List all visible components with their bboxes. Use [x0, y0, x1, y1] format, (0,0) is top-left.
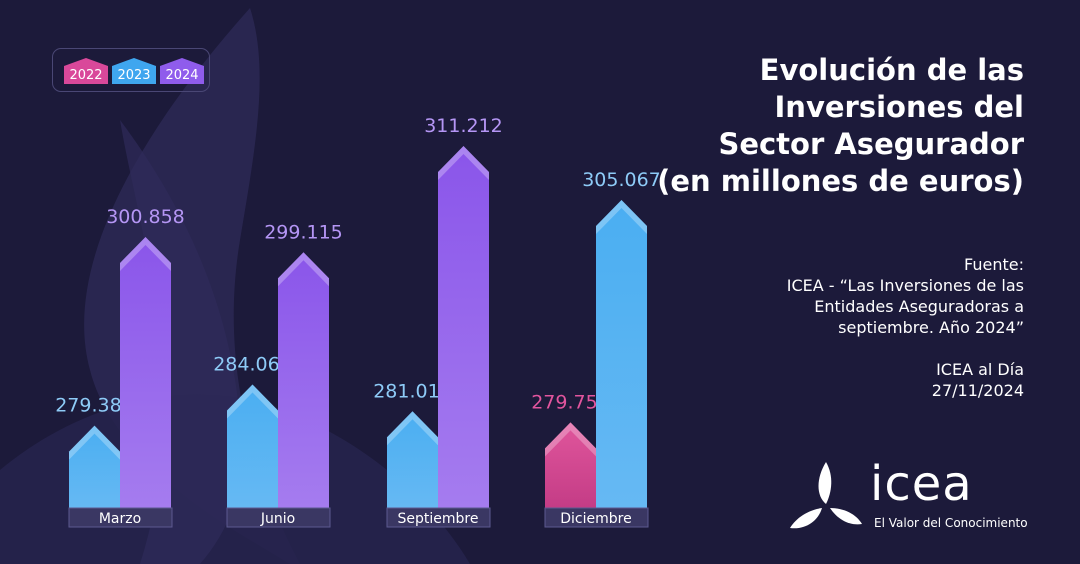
bar-highlight [227, 384, 278, 419]
bar-septiembre-2024 [438, 146, 489, 508]
bar-highlight [596, 200, 647, 234]
category-label-bg [386, 507, 491, 528]
bar-septiembre-2023 [387, 411, 438, 508]
bar-highlight [120, 236, 171, 271]
source-label: Fuente: [964, 255, 1024, 274]
legend-swatch-2023 [112, 58, 156, 84]
source-line: ICEA - “Las Inversiones de las [786, 276, 1024, 295]
icea-logo-icon [790, 462, 862, 529]
category-label-diciembre: Diciembre [560, 511, 631, 527]
source-line: Entidades Aseguradoras a [814, 297, 1024, 316]
source-note: Fuente: ICEA - “Las Inversiones de las E… [604, 254, 1024, 401]
legend-swatch-2024 [160, 58, 204, 84]
title-line: (en millones de euros) [657, 164, 1024, 198]
category-label-septiembre: Septiembre [398, 511, 479, 527]
publication-name: ICEA al Día [936, 360, 1024, 379]
bar-highlight [438, 146, 489, 181]
bar-diciembre-2022 [545, 422, 596, 508]
bar-marzo-2023 [69, 425, 120, 508]
legend-label-2024: 2024 [165, 68, 198, 83]
category-label-bg [226, 507, 331, 528]
bar-highlight [387, 411, 438, 446]
title-line: Inversiones del [774, 90, 1024, 124]
source-line: septiembre. Año 2024” [838, 318, 1024, 337]
bar-marzo-2024 [120, 236, 171, 508]
bar-junio-2024 [278, 252, 329, 508]
logo-wordmark: icea [870, 456, 973, 512]
bar-junio-2023 [227, 384, 278, 508]
data-label-septiembre-2024: 311.212 [424, 115, 503, 137]
bar-highlight [545, 422, 596, 457]
bar-highlight [278, 252, 329, 287]
title-line: Evolución de las [759, 53, 1024, 87]
publication-date: 27/11/2024 [931, 381, 1024, 400]
category-label-junio: Junio [260, 511, 295, 527]
icea-logo: icea El Valor del Conocimiento [786, 458, 1036, 534]
data-label-septiembre-2023: 281.015 [373, 380, 452, 402]
background-shape [120, 120, 243, 564]
category-label-bg [544, 507, 649, 528]
category-label-marzo: Marzo [99, 511, 141, 527]
title-line: Sector Asegurador [718, 127, 1024, 161]
legend-label-2023: 2023 [117, 68, 150, 83]
logo-tagline: El Valor del Conocimiento [874, 516, 1028, 530]
data-label-marzo-2024: 300.858 [106, 206, 185, 228]
legend-label-2022: 2022 [69, 68, 102, 83]
data-label-diciembre-2022: 279.750 [531, 391, 610, 413]
category-label-bg [68, 507, 173, 528]
bar-highlight [69, 425, 120, 460]
data-label-junio-2023: 284.065 [213, 353, 292, 375]
data-label-marzo-2023: 279.381 [55, 395, 134, 417]
legend-swatch-2022 [64, 58, 108, 84]
legend [52, 48, 210, 92]
data-label-junio-2024: 299.115 [264, 221, 343, 243]
chart-title: Evolución de las Inversiones del Sector … [604, 52, 1024, 200]
data-label-diciembre-2023: 305.067 [582, 169, 661, 191]
bar-diciembre-2023 [596, 200, 647, 508]
